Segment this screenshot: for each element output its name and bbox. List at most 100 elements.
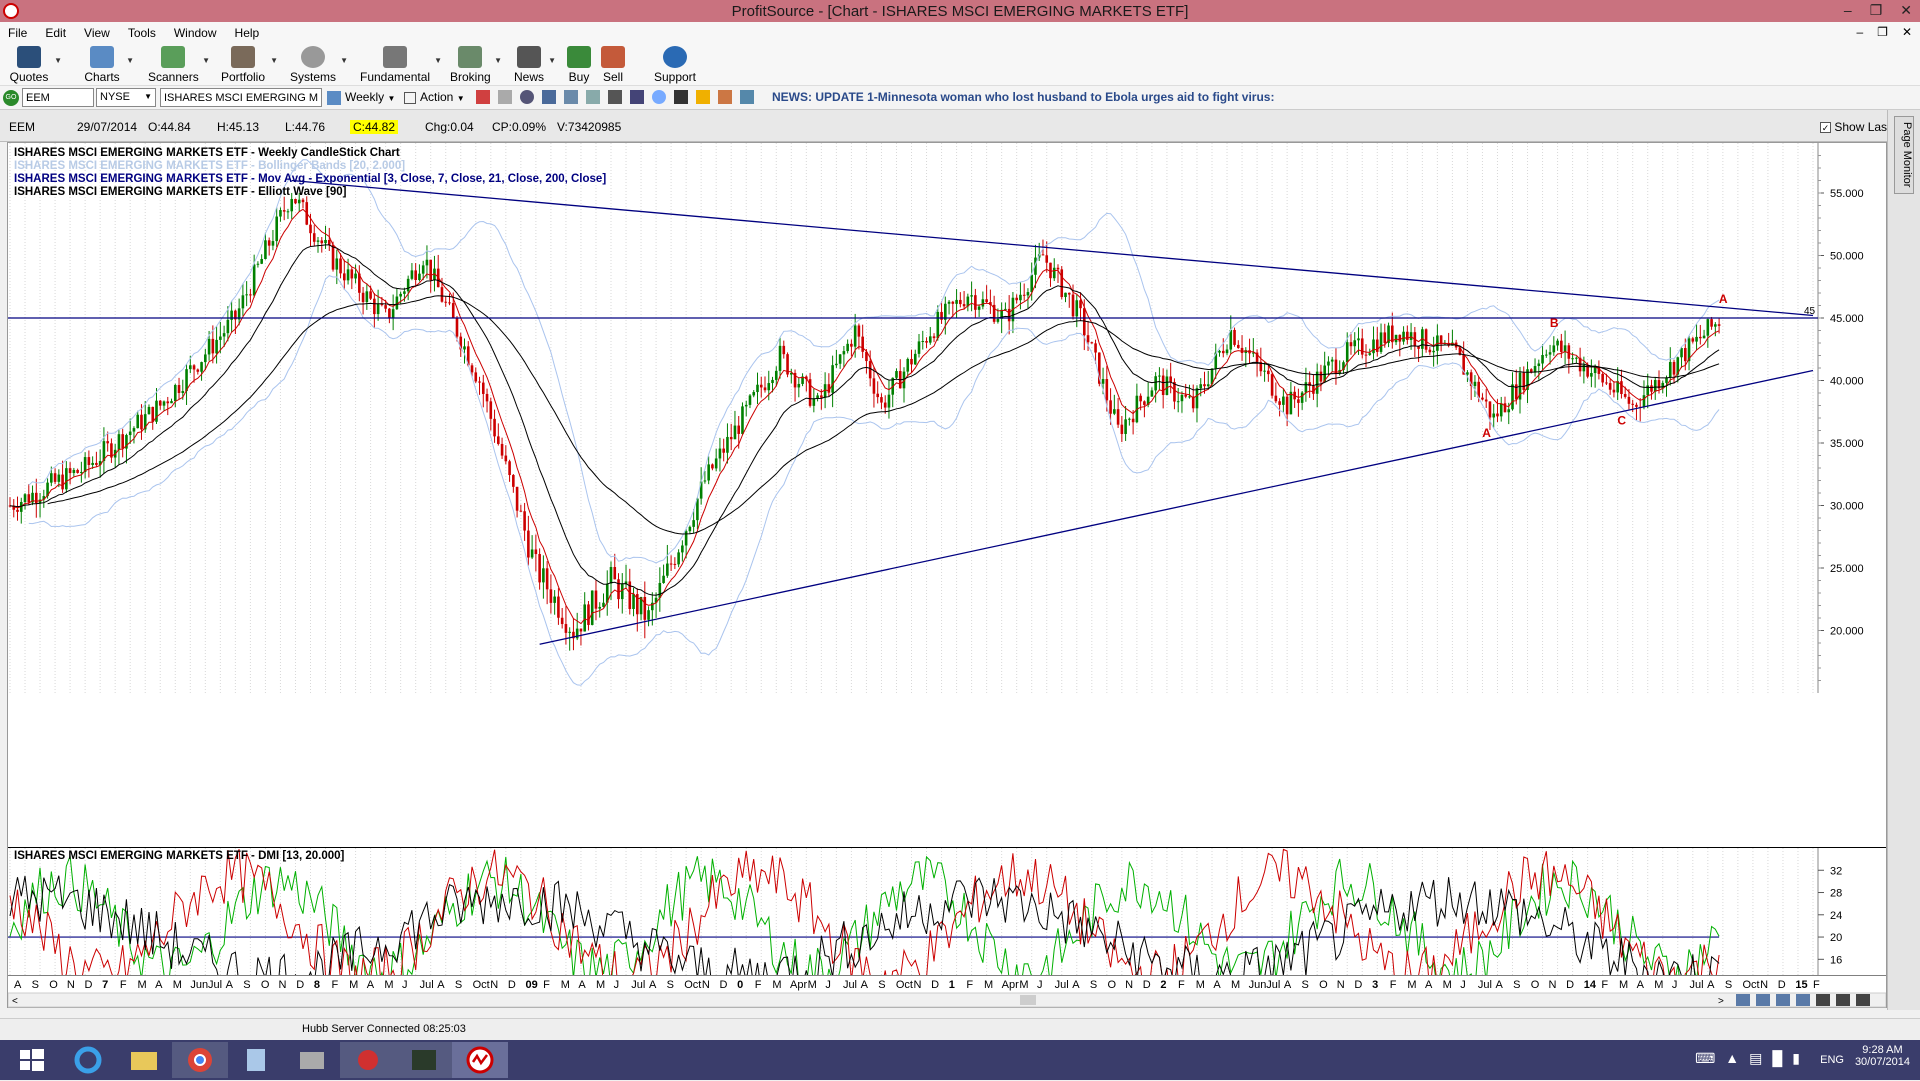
go-button[interactable]: GO: [3, 90, 19, 106]
quote-info-bar: EEM 29/07/2014 O:44.84 H:45.13 L:44.76 C…: [0, 110, 1920, 142]
candle-body: [838, 354, 842, 364]
candle-body: [1691, 338, 1695, 342]
menu-window[interactable]: Window: [173, 26, 217, 40]
horizontal-scrollbar: [8, 992, 1886, 1008]
broking-button[interactable]: Broking ▼: [450, 44, 502, 84]
tools-icon[interactable]: [608, 90, 622, 104]
candle-body: [466, 346, 470, 366]
menu-help[interactable]: Help: [234, 26, 260, 40]
signals-icon[interactable]: [718, 90, 732, 104]
news-ticker[interactable]: NEWS: UPDATE 1-Minnesota woman who lost …: [772, 90, 1275, 104]
news-button[interactable]: News ▼: [514, 44, 556, 84]
scrollbar-thumb[interactable]: [1020, 995, 1036, 1005]
x-tick-label: S: [1090, 979, 1097, 991]
record-app-icon[interactable]: [340, 1042, 396, 1078]
layout-icon[interactable]: [542, 90, 556, 104]
candle-body: [928, 336, 932, 343]
first-bar-icon[interactable]: [1816, 994, 1830, 1006]
show-last-toggle[interactable]: ✓ Show Last: [1820, 120, 1890, 134]
portfolio-button[interactable]: Portfolio ▼: [220, 44, 278, 84]
candle-body: [1342, 362, 1345, 370]
indicator-icon[interactable]: [630, 90, 644, 104]
save-icon[interactable]: [498, 90, 512, 104]
price-chart[interactable]: 55.000 50.000 45.000 40.000 35.000 30.000 25.0…: [8, 143, 1886, 693]
x-tick-label: S: [878, 979, 885, 991]
zoom-icon[interactable]: [564, 90, 578, 104]
buy-button[interactable]: Buy: [566, 44, 592, 84]
candle-body: [1627, 396, 1631, 404]
candle-body: [523, 511, 526, 531]
candle-body: [902, 371, 906, 389]
x-tick-label: F: [1390, 979, 1397, 991]
scroll-right-icon[interactable]: >: [1718, 996, 1724, 1007]
x-tick-label: F: [755, 979, 762, 991]
candle-body: [970, 295, 973, 297]
systems-button[interactable]: Systems ▼: [290, 44, 348, 84]
period-select[interactable]: Weekly ▼: [327, 90, 395, 105]
candle-body: [1252, 352, 1255, 354]
x-tick-label: O: [1319, 979, 1328, 991]
candle-body: [267, 240, 271, 246]
start-button[interactable]: [4, 1042, 60, 1078]
clock[interactable]: 9:28 AM 30/07/2014: [1855, 1044, 1910, 1068]
arrow-tool-icon[interactable]: [476, 90, 490, 104]
menu-file[interactable]: File: [8, 26, 28, 40]
system-tray-icons[interactable]: ⌨▲▤█▮: [1695, 1050, 1810, 1066]
upper-trendline: [291, 179, 1814, 317]
candle-body: [1511, 384, 1514, 410]
zoom-in-icon[interactable]: [1756, 994, 1770, 1006]
restore-icon[interactable]: ❐: [1869, 2, 1883, 18]
menu-tools[interactable]: Tools: [127, 26, 156, 40]
profitsource-taskbar-icon[interactable]: [452, 1042, 508, 1078]
exchange-select[interactable]: NYSE ▼: [96, 88, 156, 107]
clock-date: 30/07/2014: [1854, 1056, 1910, 1068]
charts-button[interactable]: Charts ▼: [82, 44, 134, 84]
quotes-button[interactable]: Quotes ▼: [8, 44, 62, 84]
patterns-icon[interactable]: [674, 90, 688, 104]
chart-area[interactable]: 55.000 50.000 45.000 40.000 35.000 30.000 25.0…: [7, 142, 1887, 1008]
action-menu[interactable]: Action ▼: [404, 90, 465, 104]
candle-body: [46, 482, 49, 497]
security-name-input[interactable]: [160, 88, 322, 107]
fundamental-button[interactable]: Fundamental ▼: [360, 44, 442, 84]
pan-icon[interactable]: [1796, 994, 1810, 1006]
bulb-icon[interactable]: [652, 90, 666, 104]
app-window-icon[interactable]: [284, 1042, 340, 1078]
candle-body: [699, 481, 703, 499]
candle-body: [1616, 381, 1619, 393]
menu-view[interactable]: View: [84, 26, 110, 40]
zoom-out-icon[interactable]: [1736, 994, 1750, 1006]
candle-body: [1499, 403, 1503, 417]
file-explorer-icon[interactable]: [116, 1042, 172, 1078]
print-icon[interactable]: [586, 90, 600, 104]
candle-body: [1496, 413, 1499, 417]
scroll-left-icon[interactable]: <: [12, 996, 18, 1007]
scanners-button[interactable]: Scanners ▼: [148, 44, 210, 84]
mdi-minimize-icon[interactable]: –: [1856, 25, 1864, 39]
page-monitor-tab[interactable]: Page Monitor: [1894, 116, 1914, 194]
x-tick-label: D: [1354, 979, 1362, 991]
zoom-reset-icon[interactable]: [1776, 994, 1790, 1006]
notepad-icon[interactable]: [228, 1042, 284, 1078]
mdi-close-icon[interactable]: ✕: [1901, 25, 1912, 39]
internet-explorer-icon[interactable]: [60, 1042, 116, 1078]
candle-body: [759, 384, 763, 388]
symbol-input[interactable]: [22, 88, 94, 107]
dmi-chart[interactable]: 32 28 24 20 16: [8, 847, 1886, 975]
close-icon[interactable]: ✕: [1900, 2, 1912, 18]
minimize-icon[interactable]: –: [1843, 2, 1852, 18]
x-tick-label: A: [1072, 979, 1080, 991]
language-indicator[interactable]: ENG: [1820, 1054, 1844, 1066]
sell-button[interactable]: Sell: [600, 44, 626, 84]
star-icon[interactable]: [696, 90, 710, 104]
next-icon[interactable]: [1856, 994, 1870, 1006]
prev-icon[interactable]: [1836, 994, 1850, 1006]
settings-icon[interactable]: [520, 90, 534, 104]
menu-edit[interactable]: Edit: [45, 26, 67, 40]
mdi-restore-icon[interactable]: ❐: [1877, 25, 1888, 39]
chrome-icon[interactable]: [172, 1042, 228, 1078]
news-feed-icon[interactable]: [740, 90, 754, 104]
show-last-checkbox[interactable]: ✓: [1820, 122, 1831, 134]
candle-body: [391, 309, 395, 318]
go-app-icon[interactable]: [396, 1042, 452, 1078]
